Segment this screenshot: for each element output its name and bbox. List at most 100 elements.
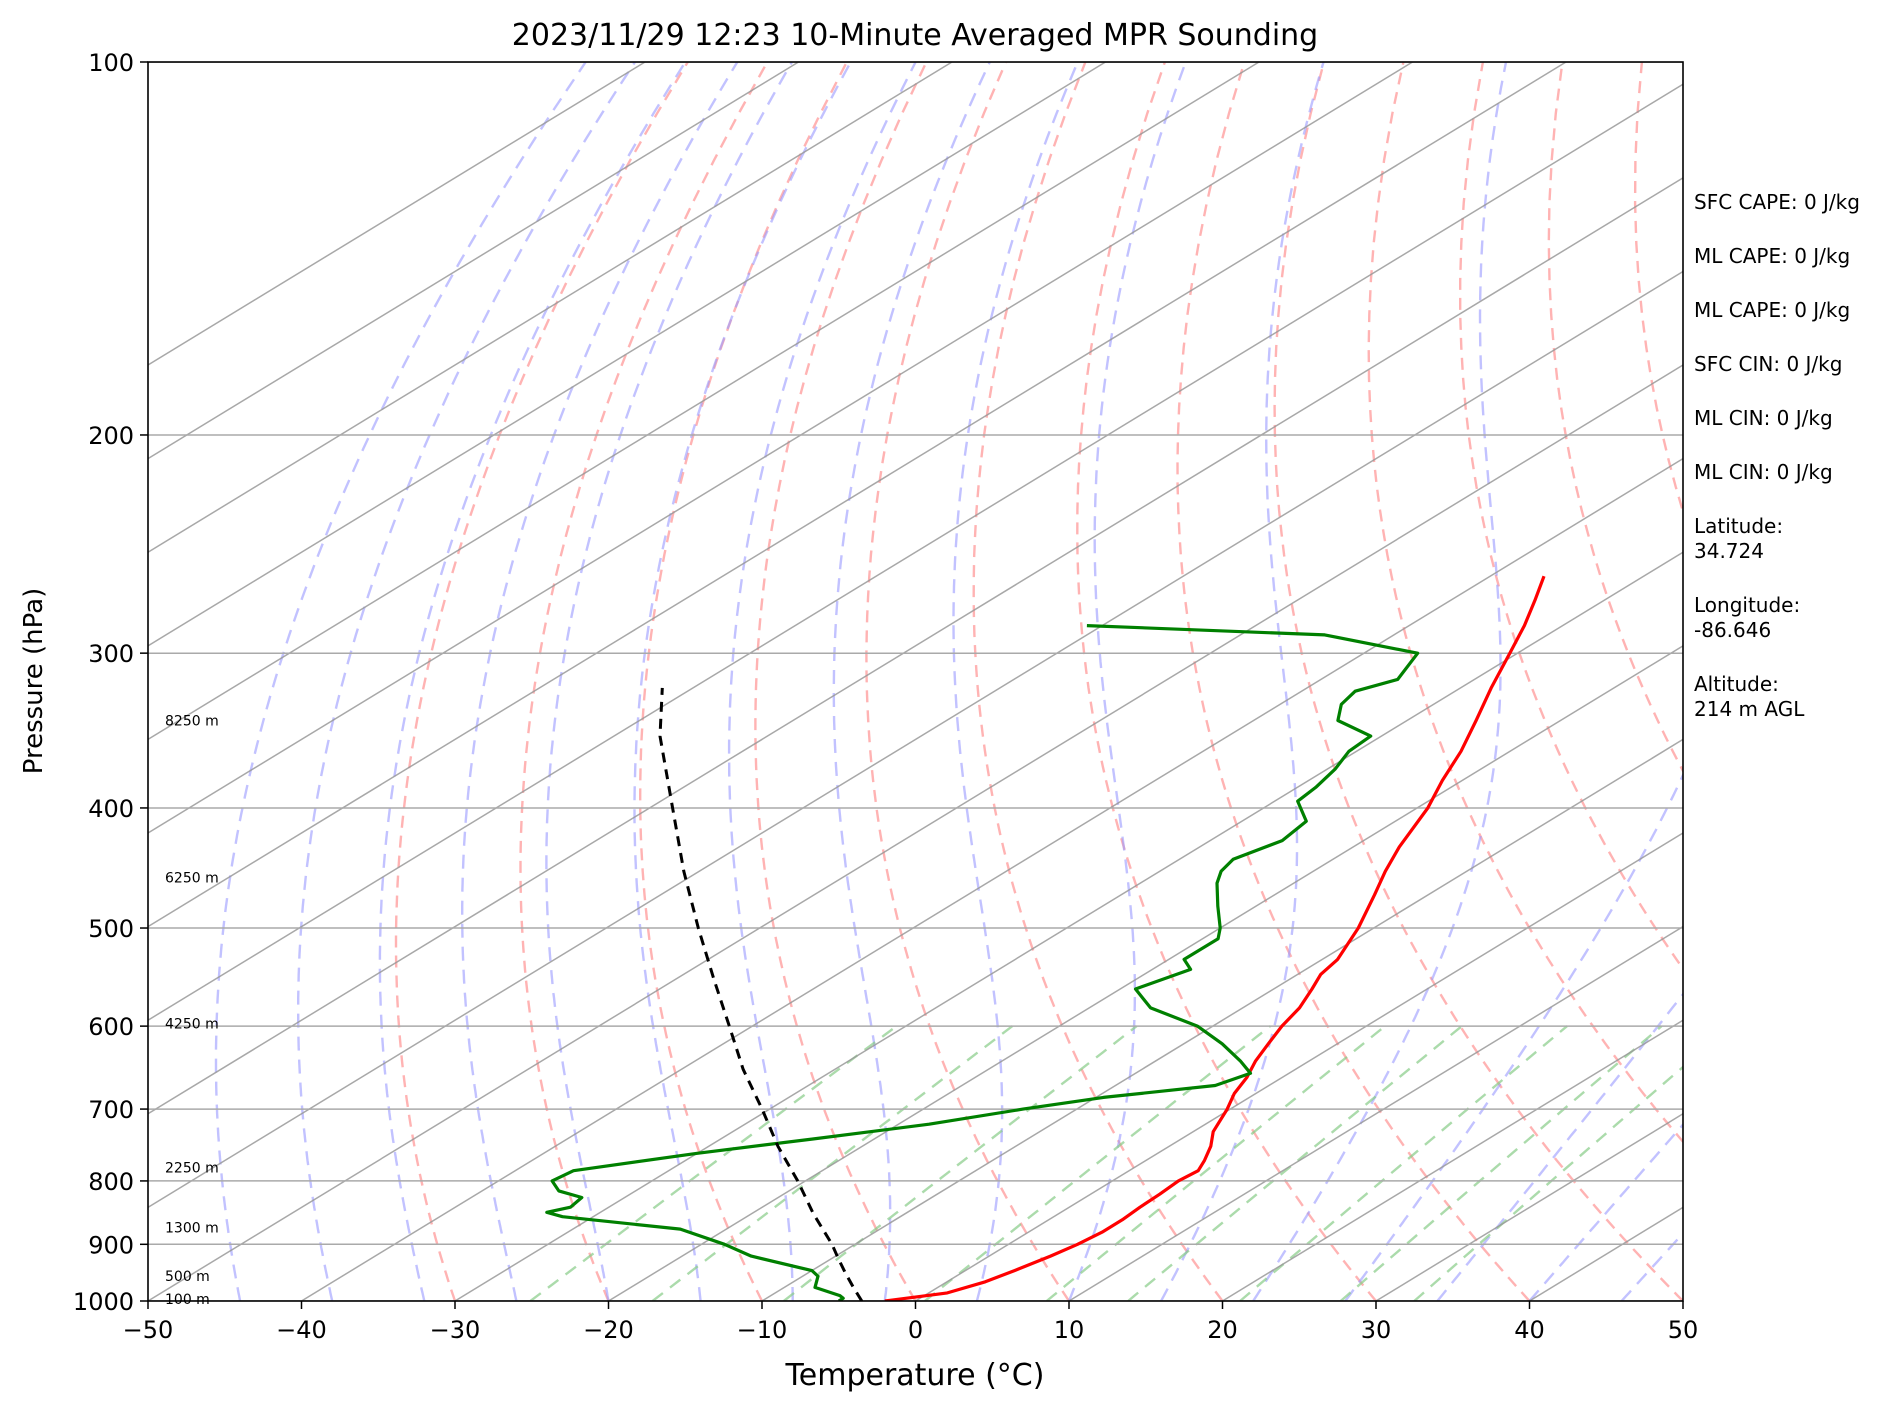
isotherm — [148, 62, 953, 554]
y-tick-label: 800 — [88, 1168, 134, 1196]
x-axis: −50 −40 −30 −20 −10 0 10 20 30 40 50 — [123, 1301, 1699, 1344]
annotation: SFC CAPE: 0 J/kg — [1694, 190, 1860, 214]
y-tick-label: 1000 — [73, 1288, 134, 1316]
isotherm — [148, 62, 1260, 741]
y-tick-label: 100 — [88, 49, 134, 77]
x-tick-label: 10 — [1054, 1316, 1085, 1344]
annotation: Longitude: -86.646 — [1694, 593, 1800, 642]
annotation-line: SFC CIN: 0 J/kg — [1694, 352, 1842, 376]
height-label: 100 m — [165, 1292, 210, 1308]
height-label: 4250 m — [165, 1016, 219, 1032]
isotherm — [301, 457, 1683, 1301]
annotation: ML CAPE: 0 J/kg — [1694, 298, 1850, 322]
moist-adiabat — [832, 62, 991, 1301]
moist-adiabat — [633, 62, 852, 1301]
x-tick-label: −30 — [430, 1316, 481, 1344]
series-layer — [545, 575, 1546, 1301]
mixing-ratio-line — [783, 1025, 1138, 1301]
annotation: SFC CIN: 0 J/kg — [1694, 352, 1842, 376]
isotherm — [148, 62, 799, 460]
annotation: ML CIN: 0 J/kg — [1694, 460, 1833, 484]
x-tick-label: 0 — [908, 1316, 923, 1344]
height-labels: 100 m 500 m 1300 m 2250 m 4250 m 6250 m 8250 m — [165, 714, 219, 1308]
annotation-line: 34.724 — [1694, 539, 1764, 563]
moist-adiabat — [1252, 62, 1508, 1301]
y-tick-label: 300 — [88, 640, 134, 668]
isotherm — [1222, 1019, 1683, 1301]
annotation-line: Latitude: — [1694, 514, 1783, 538]
moist-adiabat — [952, 62, 1079, 1301]
y-tick-label: 700 — [88, 1096, 134, 1124]
background-lines — [148, 62, 1683, 1301]
chart-title: 2023/11/29 12:23 10-Minute Averaged MPR … — [512, 18, 1318, 53]
dry-adiabat — [754, 62, 928, 1301]
isotherm — [454, 551, 1683, 1301]
isotherm — [148, 62, 1106, 647]
annotation-line: Altitude: — [1694, 672, 1779, 696]
annotation-line: SFC CAPE: 0 J/kg — [1694, 190, 1860, 214]
moist-adiabat — [378, 62, 687, 1301]
annotation: ML CAPE: 0 J/kg — [1694, 244, 1850, 268]
side-annotations: SFC CAPE: 0 J/kg ML CAPE: 0 J/kg ML CAPE: … — [1694, 190, 1860, 721]
y-tick-label: 600 — [88, 1013, 134, 1041]
x-tick-label: −40 — [276, 1316, 327, 1344]
moist-adiabat — [1160, 62, 1325, 1301]
y-tick-label: 200 — [88, 422, 134, 450]
moist-adiabat — [1528, 1122, 1683, 1301]
isotherm — [148, 62, 1413, 834]
isotherm — [148, 83, 1683, 1022]
y-axis-label: Pressure (hPa) — [19, 588, 49, 775]
y-tick-label: 400 — [88, 795, 134, 823]
annotation: Altitude: 214 m AGL — [1694, 672, 1805, 721]
x-tick-label: 50 — [1668, 1316, 1699, 1344]
annotation-line: 214 m AGL — [1694, 697, 1805, 721]
dry-adiabat — [1367, 62, 1683, 1144]
moist-adiabat — [1344, 772, 1683, 1301]
dry-adiabat — [639, 62, 848, 1301]
isotherm — [148, 62, 646, 366]
y-tick-label: 500 — [88, 915, 134, 943]
isotherm — [1068, 925, 1683, 1301]
moist-adiabat — [297, 62, 637, 1301]
annotation: ML CIN: 0 J/kg — [1694, 406, 1833, 430]
annotation-line: ML CAPE: 0 J/kg — [1694, 244, 1850, 268]
height-label: 2250 m — [165, 1160, 219, 1176]
annotation-line: ML CIN: 0 J/kg — [1694, 406, 1833, 430]
x-tick-label: 40 — [1514, 1316, 1545, 1344]
isotherm — [608, 644, 1683, 1301]
isotherm — [148, 364, 1683, 1301]
height-label: 1300 m — [165, 1220, 219, 1236]
isotherm — [148, 176, 1683, 1115]
x-tick-label: −20 — [583, 1316, 634, 1344]
annotation-line: ML CAPE: 0 J/kg — [1694, 298, 1850, 322]
annotation: Latitude: 34.724 — [1694, 514, 1783, 563]
isotherm — [761, 738, 1683, 1301]
dry-adiabat — [1547, 62, 1683, 774]
dry-adiabat — [519, 62, 769, 1301]
moist-adiabat — [214, 62, 587, 1301]
dewpoint-line — [545, 624, 1420, 1301]
dry-adiabat — [394, 62, 689, 1301]
x-axis-label: Temperature (°C) — [785, 1358, 1045, 1393]
y-tick-label: 900 — [88, 1231, 134, 1259]
isotherm — [148, 62, 1567, 928]
isotherm — [148, 270, 1683, 1209]
annotation-line: ML CIN: 0 J/kg — [1694, 460, 1833, 484]
height-label: 8250 m — [165, 714, 219, 730]
x-tick-label: 20 — [1207, 1316, 1238, 1344]
y-axis: 1000 900 800 700 600 500 400 300 200 100 — [73, 49, 148, 1316]
temperature-line — [884, 575, 1546, 1301]
x-tick-label: −10 — [737, 1316, 788, 1344]
x-tick-label: −50 — [123, 1316, 174, 1344]
dry-adiabat — [865, 62, 1070, 1301]
dry-adiabat — [972, 62, 1224, 1301]
moist-adiabat — [727, 62, 917, 1301]
annotation-line: Longitude: — [1694, 593, 1800, 617]
moist-adiabat — [545, 62, 793, 1301]
x-tick-label: 30 — [1361, 1316, 1392, 1344]
annotation-line: -86.646 — [1694, 618, 1771, 642]
height-label: 6250 m — [165, 870, 219, 886]
isotherm — [915, 832, 1683, 1301]
